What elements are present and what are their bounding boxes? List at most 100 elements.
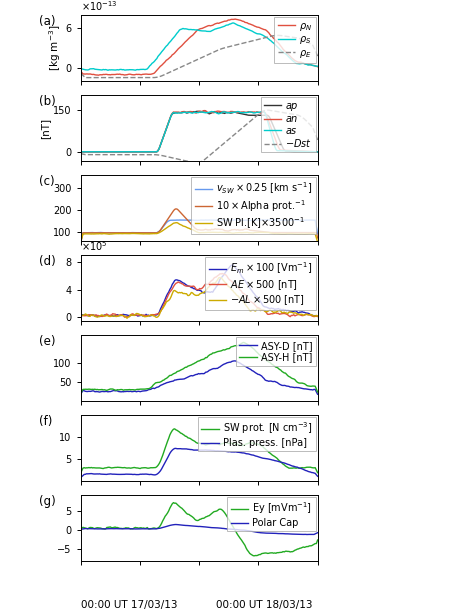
SW prot. [N cm$^{-3}$] xyxy=(304,463,310,471)
SW Pl.[K]$\times$3500$^{-1}$ xyxy=(304,230,310,238)
$-Dst$ xyxy=(264,107,270,114)
Text: $\times10^5$: $\times10^5$ xyxy=(81,240,107,253)
$v_{SW}\times0.25$ [km s$^{-1}$] xyxy=(92,229,98,237)
Line: Plas. press. [nPa]: Plas. press. [nPa] xyxy=(81,448,318,478)
$-Dst$ xyxy=(297,112,302,120)
$-AL\times500$ [nT] xyxy=(122,313,128,320)
SW Pl.[K]$\times$3500$^{-1}$ xyxy=(122,230,128,237)
$\rho_E$ xyxy=(142,74,148,82)
Ey [mVm$^{-1}$] xyxy=(78,525,83,533)
Legend: SW prot. [N cm$^{-3}$], Plas. press. [nPa]: SW prot. [N cm$^{-3}$], Plas. press. [nP… xyxy=(198,417,316,451)
$-Dst$ xyxy=(92,151,98,158)
$E_m\times100$ [Vm$^{-1}$] xyxy=(92,313,98,320)
ASY-D [nT] xyxy=(87,388,93,395)
ASY-H [nT] xyxy=(87,386,93,393)
SW Pl.[K]$\times$3500$^{-1}$ xyxy=(296,230,301,238)
ASY-D [nT] xyxy=(231,357,237,365)
$\rho_S$ xyxy=(142,66,148,73)
$10\times$Alpha prot.$^{-1}$ xyxy=(122,229,128,237)
Legend: $v_{SW}\times0.25$ [km s$^{-1}$], $10\times$Alpha prot.$^{-1}$, SW Pl.[K]$\times: $v_{SW}\times0.25$ [km s$^{-1}$], $10\ti… xyxy=(191,177,316,234)
Y-axis label: [nT]: [nT] xyxy=(40,118,50,139)
$10\times$Alpha prot.$^{-1}$ xyxy=(304,229,310,236)
Ey [mVm$^{-1}$] xyxy=(122,525,128,532)
Text: (d): (d) xyxy=(39,256,56,268)
Ey [mVm$^{-1}$] xyxy=(252,552,257,560)
Line: $AE\times500$ [nT]: $AE\times500$ [nT] xyxy=(81,273,318,317)
SW prot. [N cm$^{-3}$] xyxy=(87,464,93,471)
Plas. press. [nPa] xyxy=(304,467,310,474)
$as$ xyxy=(296,148,301,155)
SW prot. [N cm$^{-3}$] xyxy=(92,464,98,471)
$an$ xyxy=(296,147,301,154)
$\rho_S$ xyxy=(315,63,320,70)
Line: Ey [mVm$^{-1}$]: Ey [mVm$^{-1}$] xyxy=(81,503,318,556)
$v_{SW}\times0.25$ [km s$^{-1}$] xyxy=(315,230,320,237)
Polar Cap xyxy=(78,526,83,533)
$an$ xyxy=(304,148,310,155)
$10\times$Alpha prot.$^{-1}$ xyxy=(87,229,93,237)
$-AL\times500$ [nT] xyxy=(142,313,148,321)
Ey [mVm$^{-1}$] xyxy=(305,543,311,550)
SW prot. [N cm$^{-3}$] xyxy=(172,425,177,433)
$v_{SW}\times0.25$ [km s$^{-1}$] xyxy=(296,216,301,224)
$v_{SW}\times0.25$ [km s$^{-1}$] xyxy=(122,229,128,237)
$E_m\times100$ [Vm$^{-1}$] xyxy=(315,313,320,320)
Line: $as$: $as$ xyxy=(81,112,318,152)
$-AL\times500$ [nT] xyxy=(87,313,93,320)
ASY-D [nT] xyxy=(141,387,146,395)
$\rho_S$ xyxy=(297,60,302,67)
Plas. press. [nPa] xyxy=(122,471,128,478)
$10\times$Alpha prot.$^{-1}$ xyxy=(296,229,301,236)
$-Dst$ xyxy=(122,151,128,158)
$E_m\times100$ [Vm$^{-1}$] xyxy=(123,311,128,319)
Polar Cap xyxy=(173,521,179,528)
Line: $\rho_E$: $\rho_E$ xyxy=(81,36,318,78)
$E_m\times100$ [Vm$^{-1}$] xyxy=(78,311,83,319)
Plas. press. [nPa] xyxy=(141,471,146,478)
$\rho_S$ xyxy=(105,67,111,74)
$ap$ xyxy=(122,148,128,156)
Ey [mVm$^{-1}$] xyxy=(87,524,93,531)
Line: $10\times$Alpha prot.$^{-1}$: $10\times$Alpha prot.$^{-1}$ xyxy=(81,209,318,243)
Text: 00:00 UT 17/03/13: 00:00 UT 17/03/13 xyxy=(81,600,177,610)
Legend: $\rho_N$, $\rho_S$, $\rho_E$: $\rho_N$, $\rho_S$, $\rho_E$ xyxy=(274,17,316,63)
Ey [mVm$^{-1}$] xyxy=(315,536,320,544)
Plas. press. [nPa] xyxy=(296,464,301,471)
$\rho_E$ xyxy=(93,74,99,82)
$-Dst$ xyxy=(141,151,146,158)
Line: $-Dst$: $-Dst$ xyxy=(81,110,318,163)
$E_m\times100$ [Vm$^{-1}$] xyxy=(297,308,302,316)
ASY-D [nT] xyxy=(315,390,320,398)
$AE\times500$ [nT] xyxy=(122,313,128,321)
$as$ xyxy=(315,148,320,156)
$ap$ xyxy=(141,148,146,156)
Legend: $ap$, $an$, $as$, $-Dst$: $ap$, $an$, $as$, $-Dst$ xyxy=(261,97,316,153)
Legend: $E_m\times100$ [Vm$^{-1}$], $AE\times500$ [nT], $-AL\times500$ [nT]: $E_m\times100$ [Vm$^{-1}$], $AE\times500… xyxy=(205,257,316,310)
$\rho_N$ xyxy=(315,63,320,70)
$\rho_E$ xyxy=(78,69,83,77)
SW Pl.[K]$\times$3500$^{-1}$ xyxy=(315,238,320,246)
Polar Cap xyxy=(296,531,301,538)
$as$ xyxy=(78,148,83,156)
Polar Cap xyxy=(122,525,128,532)
$ap$ xyxy=(87,148,93,156)
Text: $\times10^{-13}$: $\times10^{-13}$ xyxy=(81,0,117,13)
Line: $-AL\times500$ [nT]: $-AL\times500$ [nT] xyxy=(81,278,318,318)
$an$ xyxy=(141,148,146,156)
$v_{SW}\times0.25$ [km s$^{-1}$] xyxy=(78,238,83,245)
$10\times$Alpha prot.$^{-1}$ xyxy=(78,240,83,247)
Ey [mVm$^{-1}$] xyxy=(92,525,98,532)
Polar Cap xyxy=(141,525,146,533)
$\rho_S$ xyxy=(305,61,311,69)
ASY-H [nT] xyxy=(92,386,98,393)
ASY-H [nT] xyxy=(304,382,310,389)
ASY-H [nT] xyxy=(122,386,128,394)
$as$ xyxy=(122,148,128,156)
$as$ xyxy=(141,148,146,156)
Text: (g): (g) xyxy=(39,495,56,508)
Text: (e): (e) xyxy=(39,335,55,348)
Line: $v_{SW}\times0.25$ [km s$^{-1}$]: $v_{SW}\times0.25$ [km s$^{-1}$] xyxy=(81,220,318,242)
$AE\times500$ [nT] xyxy=(305,311,311,319)
$-AL\times500$ [nT] xyxy=(305,311,311,318)
$E_m\times100$ [Vm$^{-1}$] xyxy=(305,310,311,317)
